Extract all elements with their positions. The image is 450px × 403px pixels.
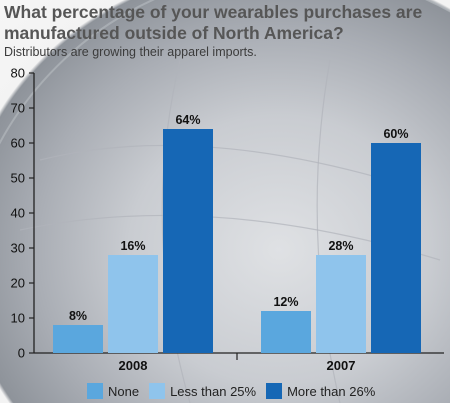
y-tick-label: 60	[11, 136, 25, 151]
y-axis: 0 10 20 30 40 50 60 70 80	[11, 66, 35, 361]
legend-swatch	[149, 383, 166, 399]
y-tick-label: 20	[11, 276, 25, 291]
bar	[316, 255, 366, 353]
chart-subtitle: Distributors are growing their apparel i…	[4, 45, 257, 59]
y-tick-label: 40	[11, 206, 25, 221]
chart-title: What percentage of your wearables purcha…	[4, 2, 423, 43]
y-tick-label: 0	[18, 346, 25, 361]
y-tick-label: 70	[11, 101, 25, 116]
legend-swatch	[87, 383, 103, 399]
y-tick-label: 80	[11, 66, 25, 81]
legend-item-more-than-26: More than 26%	[266, 383, 375, 399]
bar	[108, 255, 158, 353]
legend-label: Less than 25%	[170, 383, 257, 399]
data-label: 12%	[273, 295, 298, 309]
y-tick-label: 50	[11, 171, 25, 186]
data-labels: 8% 16% 64% 12% 28% 60%	[69, 113, 409, 323]
data-label: 16%	[120, 239, 145, 253]
x-tick-label: 2007	[327, 358, 356, 373]
bar	[261, 311, 311, 353]
x-tick-label: 2008	[119, 358, 148, 373]
legend-item-less-than-25: Less than 25%	[149, 383, 256, 399]
x-axis: 2008 2007	[34, 352, 444, 373]
legend-label: More than 26%	[287, 383, 376, 399]
bar	[371, 143, 421, 353]
bars	[53, 129, 421, 353]
data-label: 28%	[328, 239, 353, 253]
legend-swatch	[266, 383, 283, 399]
bar	[53, 325, 103, 353]
bar	[163, 129, 213, 353]
legend-item-none: None	[87, 383, 139, 399]
data-label: 60%	[383, 127, 408, 141]
legend-label: None	[108, 383, 140, 399]
y-tick-label: 10	[11, 311, 25, 326]
data-label: 64%	[175, 113, 200, 127]
y-tick-label: 30	[11, 241, 25, 256]
data-label: 8%	[69, 309, 87, 323]
legend: None Less than 25% More than 26%	[87, 383, 385, 399]
